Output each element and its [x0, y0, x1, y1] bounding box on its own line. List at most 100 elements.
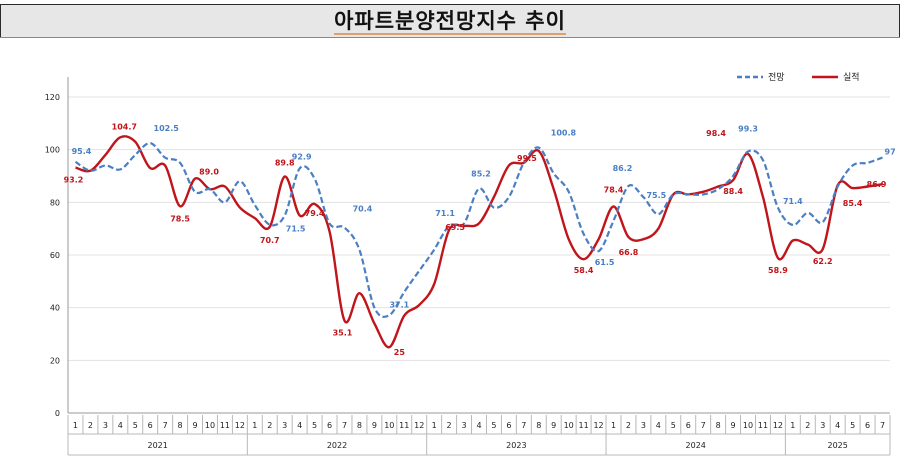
month-tick-label: 9	[192, 421, 197, 430]
month-tick-label: 3	[103, 421, 108, 430]
month-tick-label: 11	[220, 421, 230, 430]
month-tick-label: 5	[491, 421, 496, 430]
month-tick-label: 11	[399, 421, 409, 430]
month-tick-label: 2	[88, 421, 93, 430]
forecast-data-label: 37.1	[389, 300, 409, 309]
forecast-data-label: 70.4	[353, 205, 373, 214]
chart-title: 아파트분양전망지수 추이	[1, 5, 899, 37]
year-tick-label: 2021	[147, 441, 167, 450]
month-tick-label: 9	[731, 421, 736, 430]
month-tick-label: 9	[551, 421, 556, 430]
actual-data-label: 99.5	[517, 154, 537, 163]
month-tick-label: 1	[73, 421, 78, 430]
actual-data-label: 79.4	[305, 209, 325, 218]
actual-data-label: 89.8	[275, 159, 295, 168]
actual-data-label: 35.1	[333, 329, 353, 338]
actual-series-line	[75, 135, 883, 349]
month-tick-label: 12	[593, 421, 603, 430]
legend: 전망 실적	[737, 71, 860, 83]
month-tick-label: 10	[743, 421, 753, 430]
month-tick-label: 2	[805, 421, 810, 430]
month-tick-label: 6	[506, 421, 511, 430]
year-tick-label: 2025	[828, 441, 848, 450]
actual-data-label: 58.9	[768, 266, 788, 275]
month-tick-label: 8	[536, 421, 541, 430]
forecast-data-label: 95.4	[72, 147, 92, 156]
month-tick-label: 10	[205, 421, 215, 430]
month-tick-label: 6	[327, 421, 332, 430]
month-tick-label: 7	[342, 421, 347, 430]
title-bar: 아파트분양전망지수 추이	[0, 4, 900, 38]
forecast-data-label: 86.2	[613, 164, 633, 173]
month-tick-label: 7	[521, 421, 526, 430]
legend-label-forecast: 전망	[768, 72, 785, 83]
y-tick-label: 60	[50, 251, 60, 260]
year-tick-label: 2022	[327, 441, 347, 450]
month-tick-label: 10	[564, 421, 574, 430]
month-tick-label: 5	[671, 421, 676, 430]
actual-data-label: 88.4	[723, 187, 743, 196]
forecast-data-label: 71.1	[435, 209, 455, 218]
forecast-data-label: 102.5	[154, 124, 180, 133]
month-tick-label: 6	[148, 421, 153, 430]
series-lines	[74, 135, 883, 349]
actual-data-label: 86.9	[867, 180, 887, 189]
forecast-data-label: 85.2	[471, 170, 491, 179]
actual-data-label: 25	[394, 348, 406, 357]
month-tick-label: 10	[384, 421, 394, 430]
month-tick-label: 8	[178, 421, 183, 430]
month-tick-label: 4	[118, 421, 123, 430]
forecast-data-label: 97	[885, 148, 896, 157]
month-tick-label: 4	[476, 421, 481, 430]
month-tick-label: 9	[372, 421, 377, 430]
y-tick-label: 40	[50, 304, 60, 313]
month-tick-label: 6	[865, 421, 870, 430]
y-tick-label: 0	[55, 409, 60, 418]
year-tick-label: 2023	[506, 441, 526, 450]
actual-data-label: 66.8	[619, 248, 639, 257]
month-tick-label: 11	[758, 421, 768, 430]
actual-data-label: 69.5	[445, 223, 465, 232]
month-tick-label: 6	[686, 421, 691, 430]
y-tick-label: 80	[50, 198, 60, 207]
month-tick-label: 2	[447, 421, 452, 430]
month-tick-label: 8	[716, 421, 721, 430]
month-tick-label: 12	[414, 421, 424, 430]
actual-data-label: 98.4	[706, 129, 726, 138]
data-labels: 95.4 102.5 71.5 92.9 70.4 37.1 71.1 85.2 100.8 61…	[64, 122, 896, 357]
forecast-data-label: 71.4	[783, 197, 803, 206]
chart-title-text: 아파트분양전망지수 추이	[334, 9, 566, 35]
month-tick-label: 5	[850, 421, 855, 430]
actual-data-label: 104.7	[112, 122, 137, 131]
month-tick-label: 7	[163, 421, 168, 430]
forecast-data-label: 100.8	[551, 129, 577, 138]
actual-data-label: 85.4	[843, 199, 863, 208]
forecast-data-label: 75.5	[646, 191, 666, 200]
actual-data-label: 78.4	[604, 186, 624, 195]
month-tick-label: 3	[282, 421, 287, 430]
actual-data-label: 58.4	[574, 266, 594, 275]
month-tick-label: 1	[252, 421, 257, 430]
y-tick-label: 100	[45, 146, 60, 155]
month-tick-label: 2	[626, 421, 631, 430]
y-tick-label: 20	[50, 356, 60, 365]
month-tick-label: 3	[820, 421, 825, 430]
month-tick-label: 3	[641, 421, 646, 430]
legend-label-actual: 실적	[843, 71, 860, 83]
month-tick-label: 5	[133, 421, 138, 430]
title-divider	[0, 37, 900, 38]
actual-data-label: 70.7	[260, 236, 280, 245]
actual-data-label: 93.2	[64, 176, 84, 185]
y-tick-label: 120	[45, 93, 60, 102]
month-tick-label: 4	[297, 421, 302, 430]
month-tick-label: 4	[656, 421, 661, 430]
forecast-data-label: 92.9	[292, 152, 312, 161]
actual-data-label: 62.2	[813, 257, 833, 266]
month-tick-label: 2	[267, 421, 272, 430]
forecast-data-label: 99.3	[738, 125, 758, 134]
month-tick-label: 5	[312, 421, 317, 430]
month-tick-label: 11	[579, 421, 589, 430]
month-tick-label: 7	[701, 421, 706, 430]
